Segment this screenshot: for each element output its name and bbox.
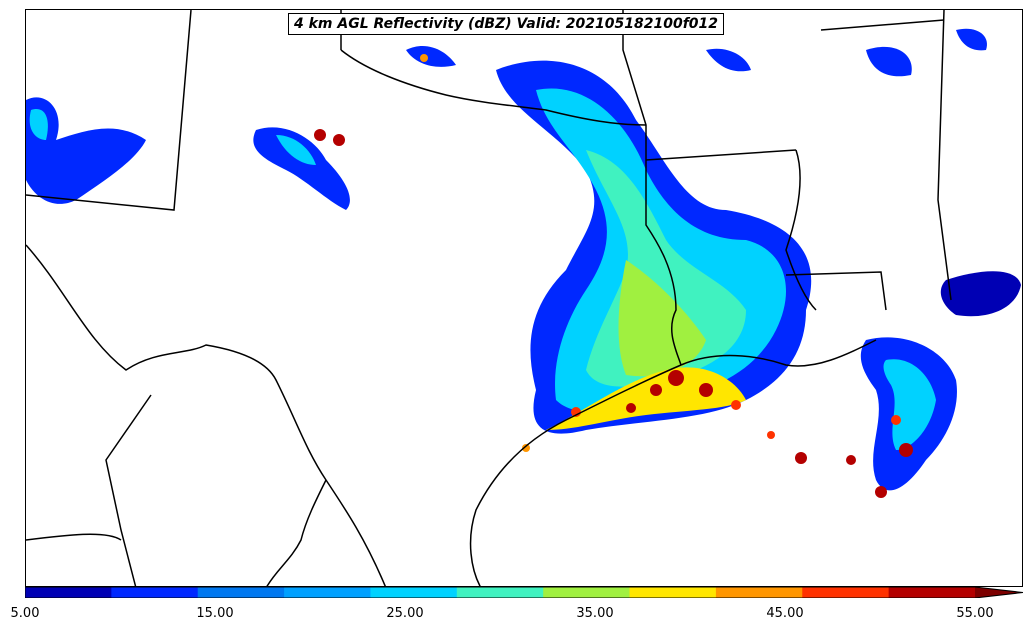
reflectivity-echoes	[26, 28, 1021, 498]
colorbar-tick-label: 25.00	[386, 606, 424, 621]
colorbar-tick-label: 5.00	[10, 606, 40, 621]
colorbar-segment	[25, 587, 112, 598]
colorbar-segment	[111, 587, 199, 598]
colorbar-segment	[197, 587, 285, 598]
colorbar-tick-label: 45.00	[766, 606, 804, 621]
colorbar-segment	[802, 587, 890, 598]
colorbar	[25, 587, 1023, 598]
map-title: 4 km AGL Reflectivity (dBZ) Valid: 20210…	[288, 13, 725, 35]
state-boundaries	[26, 10, 952, 586]
reflectivity-map	[26, 10, 1021, 586]
colorbar-tick-label: 55.00	[956, 606, 994, 621]
colorbar-outline	[25, 587, 1023, 598]
map-panel	[25, 9, 1023, 587]
colorbar-segment	[715, 587, 803, 598]
colorbar-segment	[629, 587, 717, 598]
echo-severe	[546, 367, 746, 430]
colorbar-extend-arrow	[975, 587, 1023, 598]
colorbar-segment	[456, 587, 544, 598]
colorbar-tick-label: 35.00	[576, 606, 614, 621]
echo-west	[253, 127, 350, 210]
echo-ygreen	[618, 260, 706, 377]
colorbar-segment	[543, 587, 631, 598]
colorbar-segment	[370, 587, 458, 598]
colorbar-tick-label: 15.00	[196, 606, 234, 621]
colorbar-segment	[284, 587, 371, 598]
colorbar-segment	[888, 587, 976, 598]
